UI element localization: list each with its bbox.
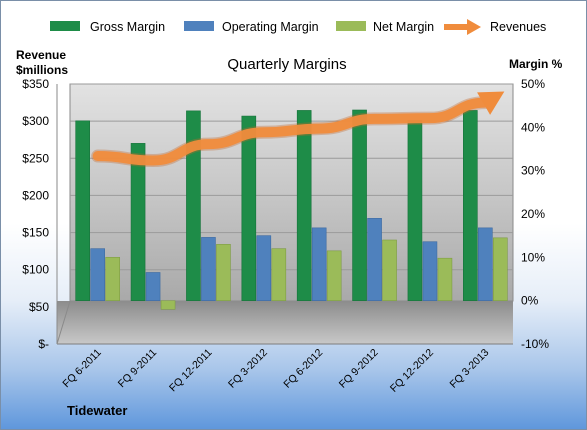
bar-operating-margin <box>256 235 272 301</box>
right-axis-title: Margin % <box>509 57 563 71</box>
x-tick-label: FQ 6-2012 <box>281 347 325 391</box>
bar-gross-margin <box>352 109 367 301</box>
right-tick-label: -10% <box>521 337 549 351</box>
right-tick-label: 40% <box>521 120 545 134</box>
bar-gross-margin <box>186 110 201 301</box>
left-tick-label: $350 <box>22 77 49 91</box>
left-tick-label: $- <box>38 337 49 351</box>
x-tick-label: FQ 3-2012 <box>226 347 270 391</box>
bar-net-margin <box>216 244 231 301</box>
x-tick-label: FQ 3-2013 <box>447 347 491 391</box>
bar-operating-margin <box>145 272 161 301</box>
chart-title: Quarterly Margins <box>227 56 346 73</box>
left-tick-label: $300 <box>22 114 49 128</box>
left-tick-label: $50 <box>29 300 49 314</box>
left-axis-title-line1: Revenue <box>16 48 66 62</box>
bar-net-margin <box>105 257 120 301</box>
bar-operating-margin <box>478 227 493 301</box>
x-axis-ticks: FQ 6-2011 FQ 9-2011 FQ 12-2011 FQ 3-2012 FQ … <box>60 347 491 395</box>
bar-net-margin <box>382 239 397 301</box>
legend-label-operating-margin: Operating Margin <box>222 20 319 34</box>
plot-floor <box>57 301 513 344</box>
legend-label-net-margin: Net Margin <box>373 20 434 34</box>
legend-label-gross-margin: Gross Margin <box>90 20 165 34</box>
bar-gross-margin <box>75 120 90 301</box>
bar-operating-margin <box>422 241 438 301</box>
left-tick-label: $200 <box>22 188 49 202</box>
left-tick-label: $150 <box>22 226 49 240</box>
company-label: Tidewater <box>67 403 127 418</box>
depth-edge <box>56 300 71 345</box>
bar-net-margin <box>437 257 453 301</box>
left-tick-label: $250 <box>22 151 49 165</box>
right-axis-ticks: -10% 0% 10% 20% 30% 40% 50% <box>521 77 549 351</box>
bar-net-margin <box>326 250 342 301</box>
right-tick-label: 0% <box>521 294 539 308</box>
revenue-arrowhead <box>477 91 505 115</box>
right-tick-label: 20% <box>521 207 545 221</box>
bar-gross-margin <box>407 120 423 301</box>
bar-operating-margin <box>367 218 382 301</box>
legend-swatch-operating-margin <box>184 21 214 31</box>
bar-gross-margin <box>296 110 312 301</box>
legend-swatch-gross-margin <box>50 21 80 31</box>
right-tick-label: 50% <box>521 77 545 91</box>
bar-series <box>75 109 508 310</box>
bar-operating-margin <box>90 248 105 301</box>
legend-label-revenues: Revenues <box>490 20 546 34</box>
bar-operating-margin <box>311 227 327 301</box>
x-tick-label: FQ 12-2011 <box>167 347 215 395</box>
x-tick-label: FQ 6-2011 <box>60 347 104 391</box>
bar-gross-margin <box>241 115 257 301</box>
bar-gross-margin <box>463 110 478 301</box>
revenue-series <box>91 91 505 168</box>
bar-gross-margin <box>130 143 146 301</box>
bar-operating-margin <box>201 237 216 301</box>
left-axis-ticks: $- $50 $100 $150 $200 $250 $300 $350 <box>22 77 49 351</box>
x-tick-label: FQ 9-2011 <box>116 347 160 391</box>
x-tick-label: FQ 12-2012 <box>388 347 436 395</box>
bar-net-margin <box>271 248 287 301</box>
bar-net-margin <box>160 300 176 310</box>
right-tick-label: 30% <box>521 164 545 178</box>
legend-swatch-revenues <box>444 19 481 35</box>
legend: Gross Margin Operating Margin Net Margin… <box>50 19 546 35</box>
right-tick-label: 10% <box>521 250 545 264</box>
left-axis-title-line2: $millions <box>16 63 68 77</box>
left-tick-label: $100 <box>22 263 49 277</box>
legend-swatch-net-margin <box>336 21 366 31</box>
bar-net-margin <box>493 237 508 301</box>
x-tick-label: FQ 9-2012 <box>337 347 381 391</box>
revenue-line <box>92 97 491 166</box>
